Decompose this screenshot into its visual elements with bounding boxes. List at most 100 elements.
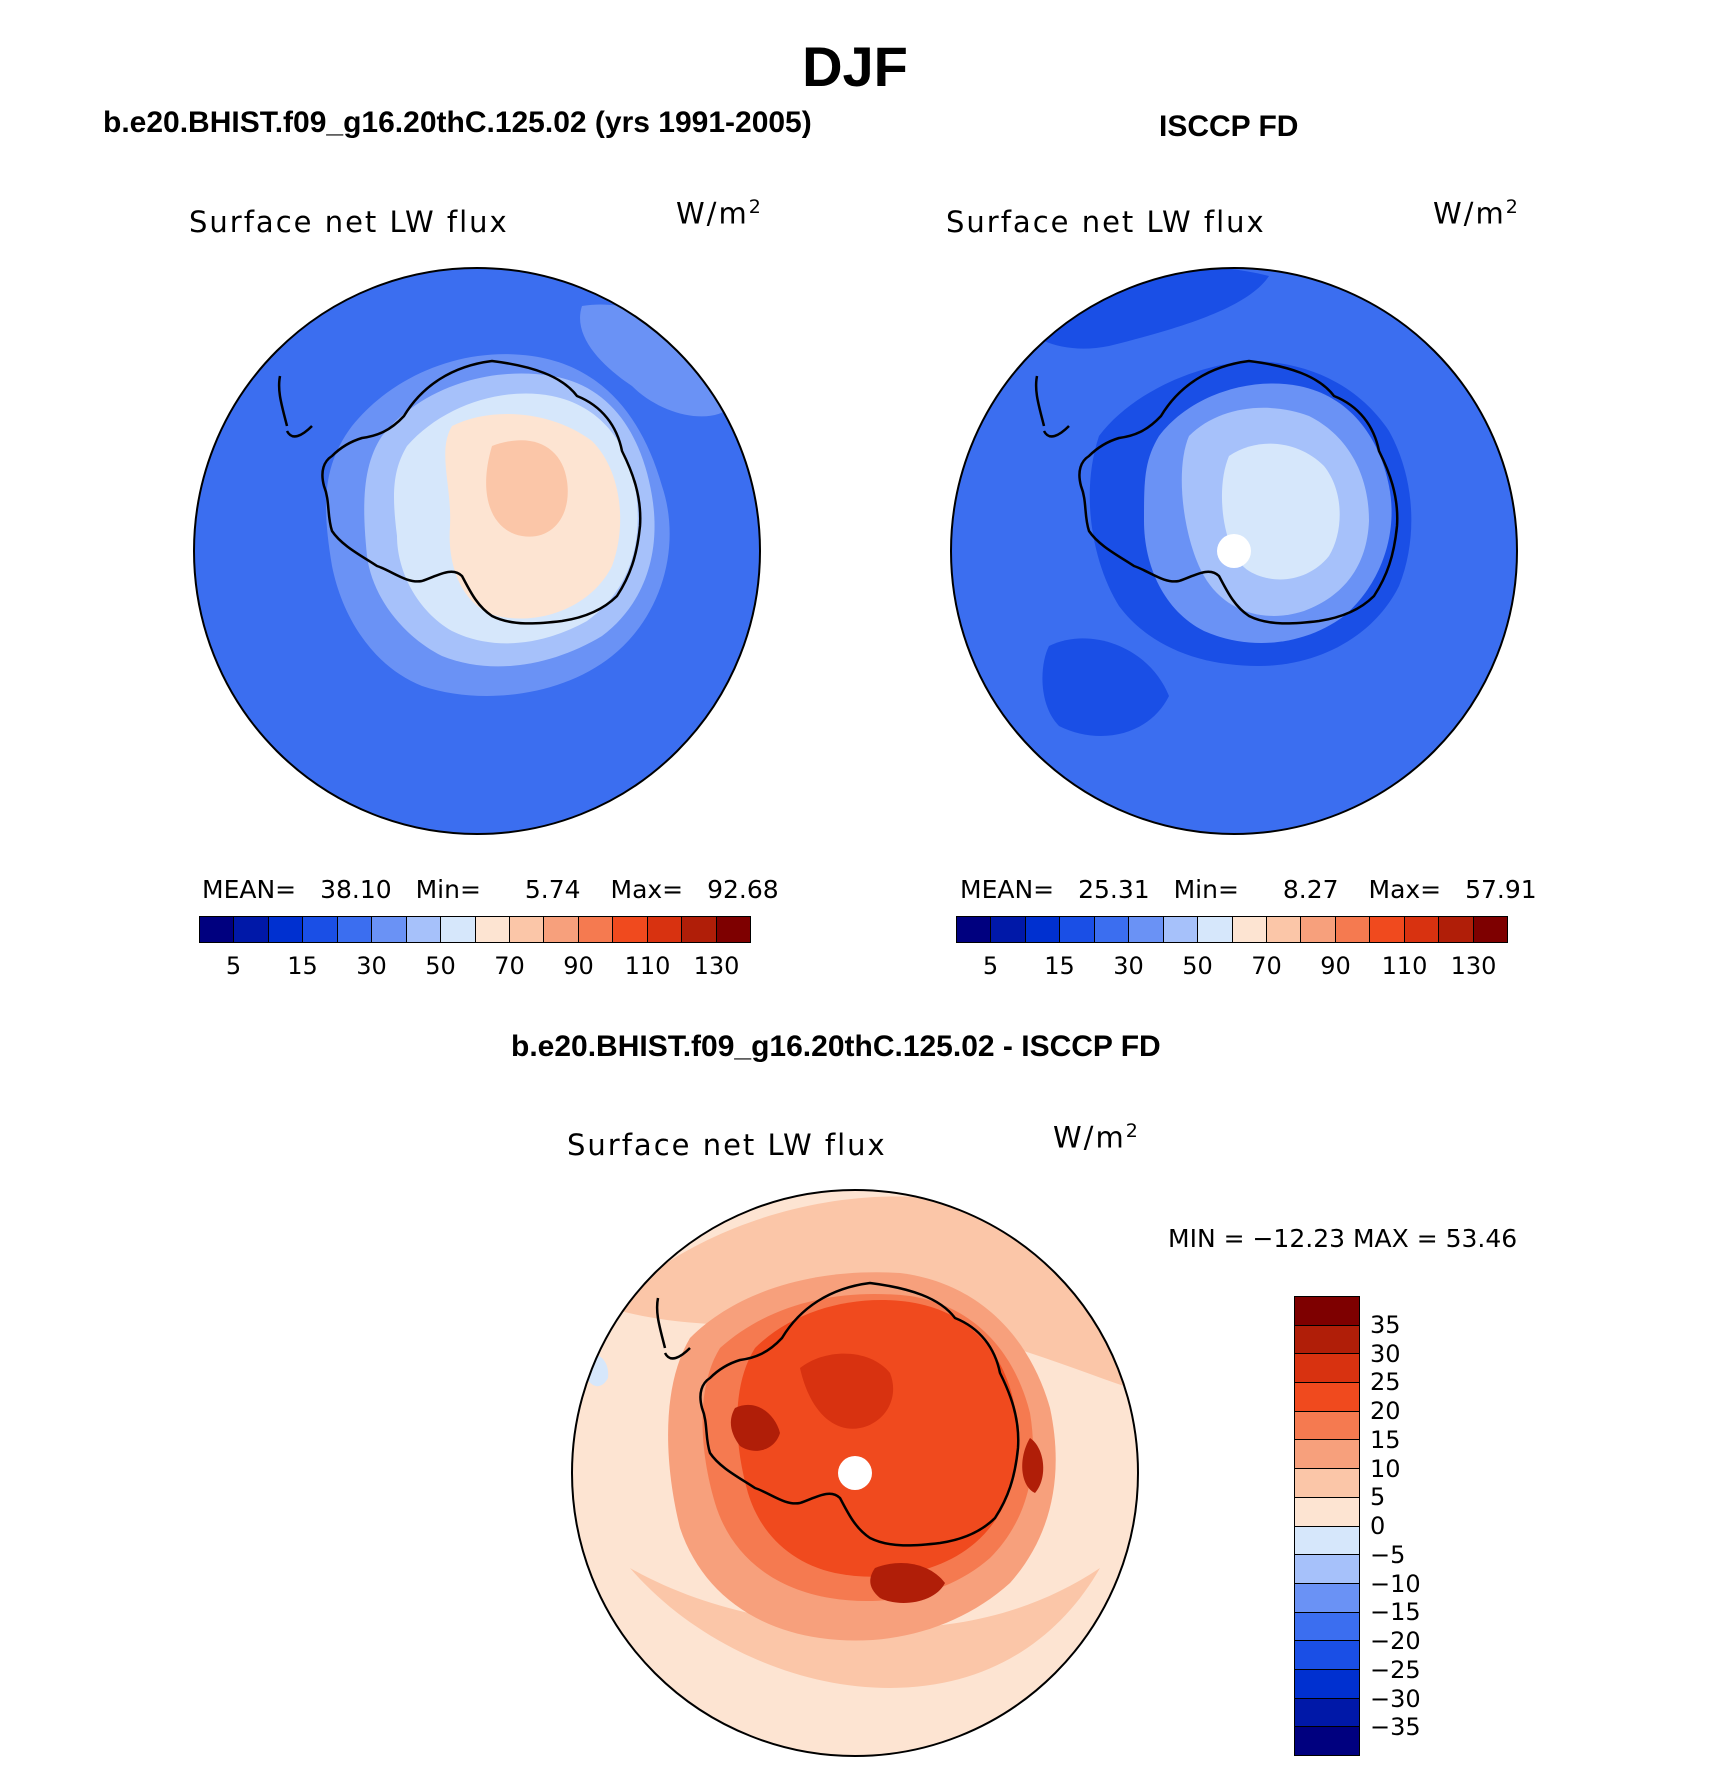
colorbar-swatch [544, 917, 579, 942]
colorbar-swatch [441, 917, 476, 942]
colorbar-swatch [1370, 917, 1405, 942]
colorbar-swatch [1439, 917, 1474, 942]
colorbar-swatch [1295, 1727, 1359, 1755]
model-map-svg [193, 267, 761, 835]
colorbar-tick-label: −30 [1370, 1684, 1421, 1713]
colorbar-swatch [337, 917, 373, 942]
colorbar-tick-label: 20 [1370, 1397, 1401, 1425]
colorbar-tick-label: 15 [1370, 1425, 1401, 1454]
colorbar-tick-label: 50 [1182, 952, 1213, 980]
colorbar-swatch [1295, 1469, 1359, 1498]
colorbar-swatch [1335, 917, 1371, 942]
colorbar-swatch [613, 917, 648, 942]
colorbar-tick-label: 110 [1381, 952, 1428, 980]
obs-variable-label: Surface net LW flux [946, 205, 1266, 239]
colorbar-swatch [1473, 917, 1507, 942]
diff-map-svg [571, 1189, 1139, 1757]
colorbar-tick-label: 5 [225, 952, 242, 980]
model-interior-core [486, 440, 568, 537]
colorbar-tick-label: −15 [1370, 1598, 1421, 1627]
colorbar-tick-label: 30 [1370, 1339, 1401, 1368]
obs-map-border [950, 267, 1518, 835]
colorbar-tick-label: 5 [1370, 1483, 1386, 1512]
diff-variable-label: Surface net LW flux [567, 1128, 887, 1162]
colorbar-swatch [1295, 1526, 1359, 1556]
diff-antarctica-coastline [655, 1281, 1020, 1547]
obs-colorbar [956, 916, 1508, 943]
diff-polar-map [570, 1188, 1140, 1758]
model-polar-map [192, 266, 762, 836]
model-stats: MEAN= 38.10 Min= 5.74 Max= 92.68 [202, 875, 779, 904]
colorbar-tick-label: 110 [624, 952, 671, 980]
colorbar-tick-label: 10 [1370, 1454, 1401, 1483]
colorbar-tick-label: 15 [1044, 952, 1075, 980]
colorbar-tick-label: −25 [1370, 1655, 1421, 1684]
colorbar-swatch [1301, 917, 1336, 942]
model-map-border [193, 267, 761, 835]
obs-ice-core [1221, 443, 1340, 580]
colorbar-tick-label: 130 [693, 952, 740, 980]
colorbar-swatch [1129, 917, 1164, 942]
diff-hot-spot-south [870, 1563, 945, 1603]
model-colorbar [199, 916, 751, 943]
colorbar-swatch [234, 917, 269, 942]
obs-antarctica-coastline [1034, 359, 1399, 625]
diff-interior-warm [800, 1353, 894, 1429]
obs-stats: MEAN= 25.31 Min= 8.27 Max= 57.91 [960, 875, 1537, 904]
colorbar-swatch [1295, 1583, 1359, 1613]
colorbar-swatch [1295, 1440, 1359, 1470]
colorbar-tick-label: 30 [1113, 952, 1144, 980]
colorbar-swatch [1295, 1555, 1359, 1584]
colorbar-tick-label: −5 [1370, 1540, 1406, 1569]
obs-polar-map [949, 266, 1519, 836]
colorbar-swatch [509, 917, 545, 942]
colorbar-tick-label: 5 [982, 952, 999, 980]
colorbar-tick-label: 70 [494, 952, 525, 980]
colorbar-swatch [957, 917, 992, 942]
diff-hot-spot-east [1022, 1438, 1044, 1493]
colorbar-swatch [1094, 917, 1130, 942]
obs-map-svg [950, 267, 1518, 835]
colorbar-swatch [1295, 1641, 1359, 1670]
colorbar-swatch [578, 917, 614, 942]
colorbar-tick-label: −20 [1370, 1627, 1421, 1655]
obs-units-label: W/m2 [1433, 196, 1520, 231]
colorbar-swatch [475, 917, 510, 942]
colorbar-swatch [1295, 1297, 1359, 1326]
colorbar-swatch [1295, 1354, 1359, 1384]
diff-colorbar [1294, 1296, 1360, 1756]
colorbar-tick-label: −35 [1370, 1713, 1421, 1742]
colorbar-swatch [1198, 917, 1233, 942]
colorbar-tick-label: 130 [1450, 952, 1497, 980]
colorbar-tick-label: 0 [1370, 1512, 1386, 1540]
colorbar-swatch [1232, 917, 1267, 942]
colorbar-tick-label: 30 [356, 952, 387, 980]
colorbar-swatch [991, 917, 1026, 942]
colorbar-swatch [1266, 917, 1302, 942]
model-variable-label: Surface net LW flux [189, 205, 509, 239]
colorbar-tick-label: 70 [1251, 952, 1282, 980]
colorbar-swatch [647, 917, 683, 942]
colorbar-tick-label: 25 [1370, 1368, 1401, 1397]
colorbar-swatch [1295, 1325, 1359, 1355]
colorbar-swatch [1404, 917, 1440, 942]
diff-colorbar-ticks: 35 30 25 20 15 10 5 0 −5 −10 −15 −20 −25 −30 −35 [1370, 1296, 1460, 1756]
diff-pole-hole [838, 1456, 872, 1490]
colorbar-swatch [268, 917, 304, 942]
diff-units-label: W/m2 [1053, 1120, 1140, 1155]
diff-minmax: MIN = −12.23 MAX = 53.46 [1168, 1224, 1518, 1253]
colorbar-swatch [716, 917, 750, 942]
obs-ocean-dark-sw [1042, 638, 1169, 736]
colorbar-tick-label: 35 [1370, 1310, 1401, 1339]
colorbar-swatch [682, 917, 717, 942]
colorbar-tick-label: 90 [563, 952, 594, 980]
diff-hot-spot-west [730, 1404, 780, 1451]
colorbar-swatch [1295, 1411, 1359, 1441]
model-antarctica-coastline [277, 359, 642, 625]
colorbar-swatch [1295, 1669, 1359, 1699]
obs-case-title: ISCCP FD [1159, 110, 1299, 143]
colorbar-swatch [200, 917, 235, 942]
colorbar-swatch [303, 917, 338, 942]
diff-case-title: b.e20.BHIST.f09_g16.20thC.125.02 - ISCCP… [511, 1030, 1161, 1063]
colorbar-swatch [1295, 1497, 1359, 1527]
